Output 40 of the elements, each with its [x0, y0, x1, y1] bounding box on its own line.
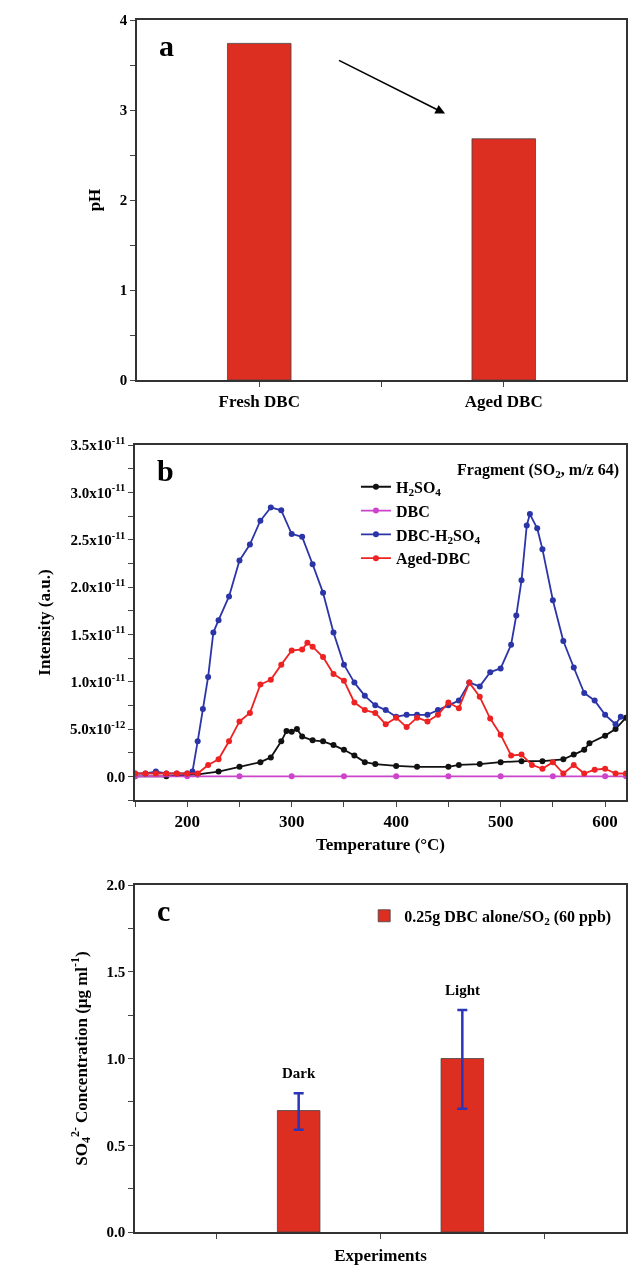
annotation: a	[159, 29, 174, 62]
x-tick-label: Light	[445, 982, 481, 998]
x-tick-label: 600	[592, 812, 618, 832]
legend-label: Aged-DBC	[395, 550, 471, 569]
legend-label: 0.25g DBC alone/SO$_{2}$ (60 ppb)	[404, 908, 612, 928]
x-axis-title: Temperature (°C)	[315, 835, 446, 855]
y-tick-label: 4	[119, 12, 128, 29]
y-tick-label: 0.5	[106, 1137, 126, 1154]
y-tick-label: 3.0x10$^{-11}$	[70, 482, 126, 501]
x-tick-label: 500	[487, 812, 514, 832]
y-axis-title: Intensity (a.u.)	[35, 569, 55, 676]
legend-label: H$_{2}$SO$_{4}$	[395, 478, 442, 499]
y-tick-label: 5.0x10$^{-12}$	[70, 718, 126, 738]
annotation: Fragment (SO$_{2}$, m/z 64)	[457, 461, 619, 481]
annotation: b	[157, 454, 174, 487]
x-tick-label: 400	[383, 812, 409, 832]
y-tick-label: 1.5	[106, 964, 126, 980]
y-tick-label: 2.0	[106, 877, 126, 894]
legend-label: DBC-H$_{2}$SO$_{4}$	[395, 526, 481, 546]
y-tick-label: 0.0	[106, 768, 126, 785]
y-tick-label: 2	[119, 192, 128, 209]
y-tick-label: 3	[119, 102, 128, 119]
x-axis-title: Experiments	[334, 1246, 428, 1266]
legend-label: DBC	[395, 502, 430, 520]
y-tick-label: 2.0x10$^{-11}$	[70, 576, 126, 596]
y-tick-label: 2.5x10$^{-11}$	[70, 529, 126, 548]
y-tick-label: 1.0	[106, 1050, 126, 1067]
x-tick-label: 300	[278, 812, 305, 832]
y-tick-label: 0	[119, 372, 128, 389]
y-tick-label: 1	[119, 282, 128, 299]
y-tick-label: 0.0	[106, 1224, 126, 1241]
x-tick-label: Aged DBC	[464, 392, 543, 412]
y-tick-label: 3.5x10$^{-11}$	[70, 434, 126, 454]
annotation: c	[157, 894, 171, 927]
y-tick-label: 1.5x10$^{-11}$	[70, 624, 126, 643]
x-tick-label: Fresh DBC	[218, 392, 300, 412]
x-tick-label: Dark	[282, 1065, 316, 1081]
y-axis-title: pH	[84, 188, 104, 212]
y-tick-label: 1.0x10$^{-11}$	[70, 671, 126, 690]
x-tick-label: 200	[174, 812, 200, 832]
